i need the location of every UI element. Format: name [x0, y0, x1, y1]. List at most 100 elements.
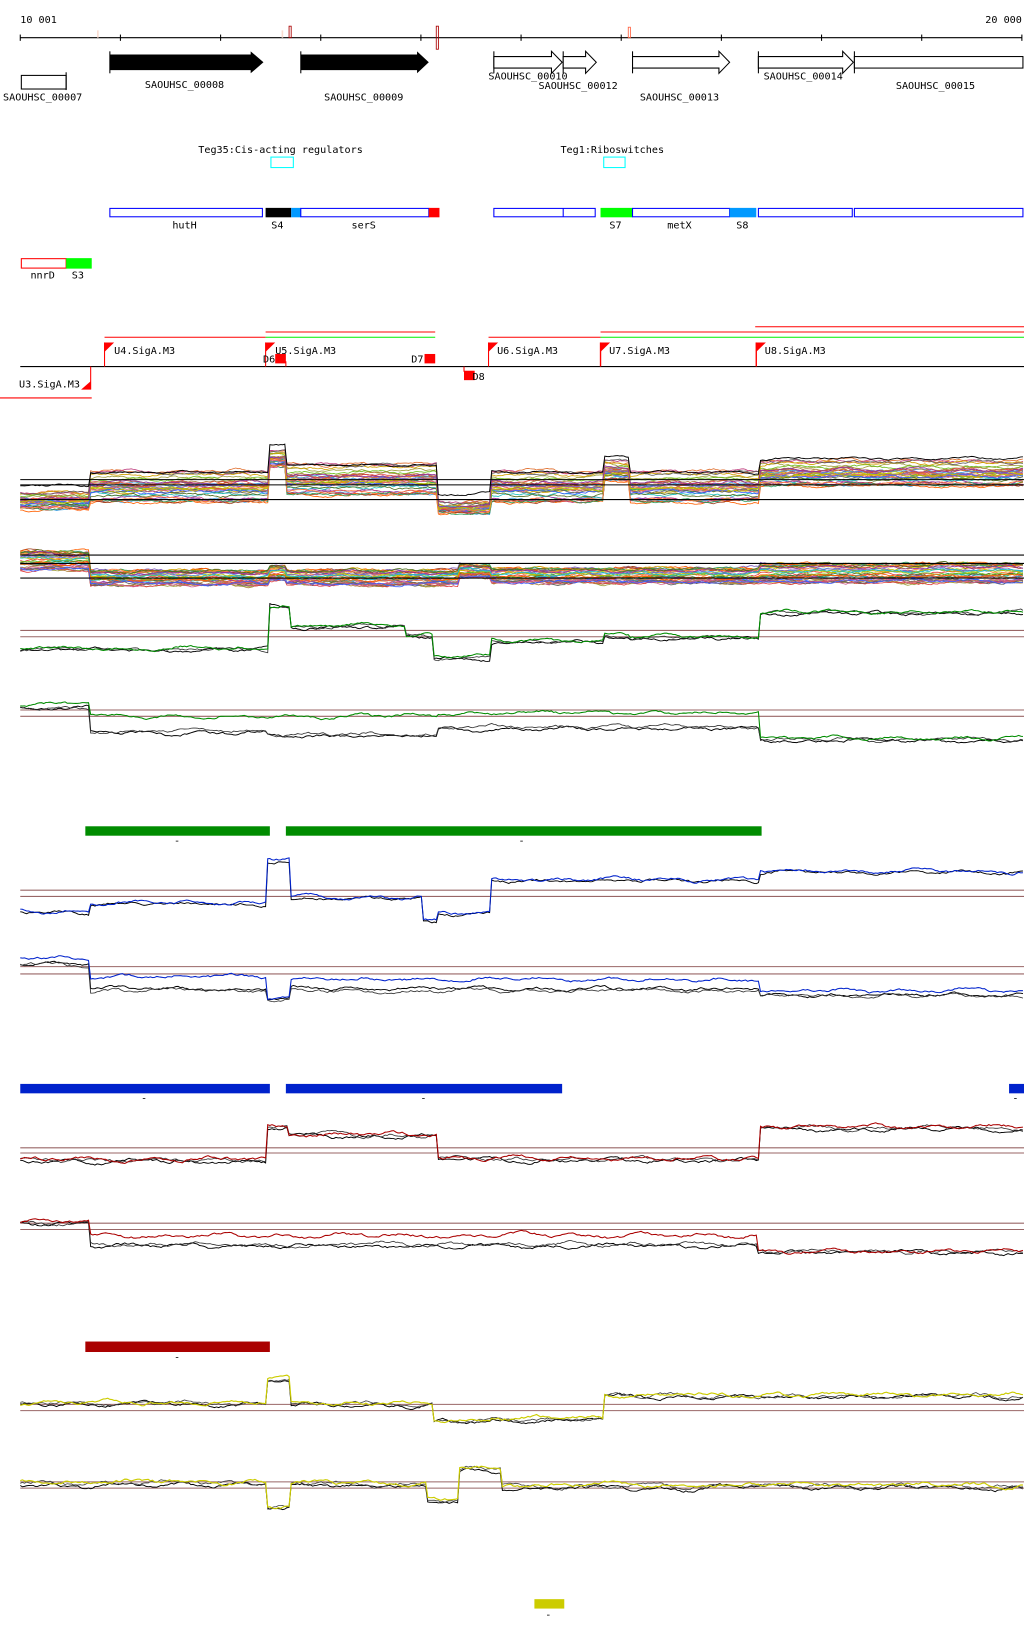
feature-label: S4 [271, 220, 283, 231]
terminator-D7[interactable]: D7 [411, 353, 436, 365]
expression-tracks [20, 443, 1024, 1511]
terminator-D6[interactable]: D6 [263, 353, 287, 367]
strand-mark: - [174, 1352, 180, 1363]
feature-label: S3 [72, 271, 84, 282]
track-a-series [20, 460, 1024, 513]
promoter-U4[interactable]: U4.SigA.M3 [104, 342, 176, 367]
track-b-series [20, 564, 1023, 586]
coordinate-ruler: 10 001 20 000 [19, 15, 1023, 50]
strand-mark: - [420, 1094, 426, 1105]
track-a-series [20, 443, 1023, 497]
promoter-label: U6.SigA.M3 [497, 346, 558, 357]
feature-segment [428, 207, 440, 218]
gene-label: SAOUHSC_00013 [640, 93, 719, 104]
feature-S8[interactable] [729, 207, 757, 218]
segment-bar-red[interactable] [85, 1341, 270, 1353]
site-marker [288, 25, 292, 39]
track-f-series [20, 961, 1024, 1003]
gene-SAOUHSC_00015[interactable]: SAOUHSC_00015 [853, 51, 1024, 92]
feature-S3[interactable] [66, 258, 92, 269]
promoter-U8[interactable]: U8.SigA.M3 [755, 342, 826, 367]
track-b-series [20, 566, 1023, 588]
gene-SAOUHSC_00014[interactable]: SAOUHSC_00014 [757, 50, 855, 83]
promoter-track: U3.SigA.M3 U4.SigA.M3 U5.SigA.M3 D6 D7 D… [0, 326, 1024, 399]
track-c-series [20, 606, 1024, 662]
promoter-label: U8.SigA.M3 [765, 346, 826, 357]
track-f-series [20, 955, 1023, 1001]
track-d-series [20, 701, 1024, 742]
gene-SAOUHSC_00007[interactable]: SAOUHSC_00007 [3, 72, 82, 104]
track-b-series [20, 549, 1024, 575]
site-marker [435, 25, 439, 50]
terminator-D8[interactable]: D8 [463, 366, 485, 384]
track-e-series [20, 857, 1023, 921]
track-a-series [20, 452, 1023, 507]
segment-bar-green[interactable] [285, 826, 762, 836]
gene-label: SAOUHSC_00009 [324, 93, 403, 104]
segment-bar-blue[interactable] [1009, 1083, 1024, 1094]
feature-label: metX [667, 220, 691, 231]
regulator-label: Teg35:Cis-acting regulators [198, 145, 363, 156]
promoter-label: U4.SigA.M3 [114, 346, 175, 357]
gene-label: SAOUHSC_00015 [896, 81, 975, 92]
track-g-series [20, 1126, 1024, 1166]
gene-SAOUHSC_00013[interactable]: SAOUHSC_00013 [632, 50, 731, 104]
feature-label: S8 [736, 220, 748, 231]
promoter-U6[interactable]: U6.SigA.M3 [488, 342, 558, 367]
feature-serS[interactable] [300, 207, 430, 218]
feature-box[interactable] [493, 207, 596, 218]
gene-label: SAOUHSC_00012 [539, 81, 618, 92]
gene-track: SAOUHSC_00007 SAOUHSC_00008 SAOUHSC_0000… [3, 50, 1024, 104]
track-a-series [20, 455, 1023, 509]
gene-SAOUHSC_00008[interactable]: SAOUHSC_00008 [109, 51, 264, 91]
feature-hutH[interactable] [109, 207, 263, 218]
terminator-label: D8 [473, 372, 485, 383]
strand-mark: - [1012, 1094, 1018, 1105]
feature-label: serS [352, 220, 376, 231]
strand-mark: - [174, 836, 180, 847]
feature-nnrD[interactable] [20, 258, 67, 269]
site-marker [281, 30, 284, 38]
track-c-series [20, 605, 1024, 659]
promoter-U3[interactable]: U3.SigA.M3 [19, 366, 92, 391]
track-a-series [20, 465, 1024, 515]
feature-S7[interactable] [600, 207, 633, 218]
terminator-label: D6 [263, 354, 275, 365]
track-a-series [20, 456, 1024, 511]
regulator-teg35[interactable]: Teg35:Cis-acting regulators [198, 145, 363, 169]
promoter-label: U7.SigA.M3 [609, 346, 670, 357]
regulator-track: Teg35:Cis-acting regulators Teg1:Riboswi… [198, 145, 664, 169]
segment-bar-blue[interactable] [285, 1083, 563, 1094]
gene-SAOUHSC_00010[interactable]: SAOUHSC_00010 [488, 50, 568, 83]
feature-box[interactable] [853, 207, 1024, 218]
segment-bar-blue[interactable] [20, 1083, 270, 1094]
terminator-label: D7 [411, 354, 423, 365]
feature-metX[interactable] [632, 207, 731, 218]
promoter-label: U3.SigA.M3 [19, 380, 80, 391]
feature-label: S7 [609, 220, 621, 231]
track-c-series [20, 602, 1023, 662]
track-b-series [20, 567, 1024, 588]
track-h-series [20, 1218, 1024, 1255]
track-a-series [20, 449, 1023, 506]
feature-box[interactable] [757, 207, 853, 218]
promoter-U5[interactable]: U5.SigA.M3 [265, 342, 337, 367]
segment-bar-green[interactable] [85, 826, 270, 836]
segment-bar-yellow[interactable] [534, 1599, 565, 1609]
track-a-series [20, 466, 1023, 514]
strand-mark: - [141, 1094, 147, 1105]
site-marker [97, 30, 99, 38]
gene-SAOUHSC_00009[interactable]: SAOUHSC_00009 [300, 51, 429, 104]
regulator-teg1[interactable]: Teg1:Riboswitches [560, 145, 664, 169]
feature-S4[interactable] [265, 207, 292, 218]
track-h-series [20, 1220, 1023, 1255]
track-e-series [20, 861, 1023, 924]
site-marker [627, 26, 631, 39]
track-b-series [20, 567, 1023, 588]
gene-SAOUHSC_00012[interactable]: SAOUHSC_00012 [539, 50, 618, 92]
promoter-U7[interactable]: U7.SigA.M3 [599, 342, 670, 367]
segment-bars: - - - - - - - [20, 826, 1024, 1621]
strand-mark: - [545, 1610, 551, 1621]
track-b-series [20, 561, 1023, 583]
